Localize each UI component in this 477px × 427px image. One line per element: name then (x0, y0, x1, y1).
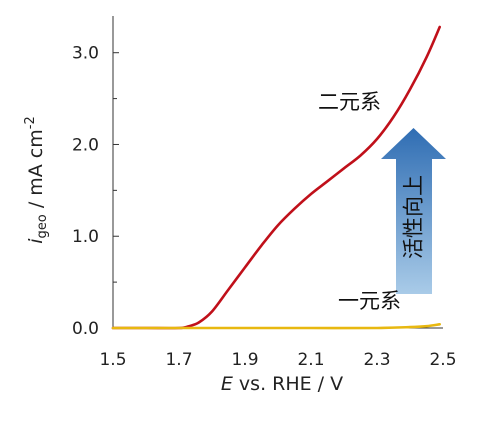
x-axis-title: E vs. RHE / V (221, 373, 343, 395)
y-axis-ticks: 0.0 1.0 2.0 3.0 (72, 44, 119, 339)
x-tick-label: 1.9 (231, 350, 258, 370)
x-axis-title-symbol: E (221, 373, 233, 395)
y-tick-label: 0.0 (72, 319, 99, 339)
y-tick-label: 1.0 (72, 227, 99, 247)
y-axis-title-superscript: -2 (23, 116, 38, 129)
improvement-label: 活性向上 (402, 175, 426, 259)
plot-area (112, 16, 443, 329)
binary-series-line (111, 25, 441, 330)
x-tick-label: 1.7 (165, 350, 192, 370)
series-layer (111, 25, 441, 330)
y-tick-label: 3.0 (72, 44, 99, 64)
x-tick-label: 2.1 (297, 350, 324, 370)
x-tick-label: 1.5 (99, 350, 126, 370)
x-tick-label: 2.5 (429, 350, 456, 370)
x-axis-title-text: vs. RHE / V (233, 373, 343, 395)
y-axis-title: igeo / mA cm-2 (23, 116, 50, 243)
y-tick-label: 2.0 (72, 135, 99, 155)
y-axis-title-subscript: geo (35, 214, 50, 238)
improvement-arrow (381, 128, 446, 294)
x-axis-ticks: 1.5 1.7 1.9 2.1 2.3 2.5 (99, 350, 456, 370)
unary-series-line (111, 323, 441, 330)
y-axis-title-symbol: i (25, 238, 47, 244)
y-axis-title-text: / mA cm (25, 129, 47, 214)
binary-series-label: 二元系 (318, 90, 381, 114)
x-tick-label: 2.3 (363, 350, 390, 370)
unary-series-label: 一元系 (338, 289, 401, 313)
